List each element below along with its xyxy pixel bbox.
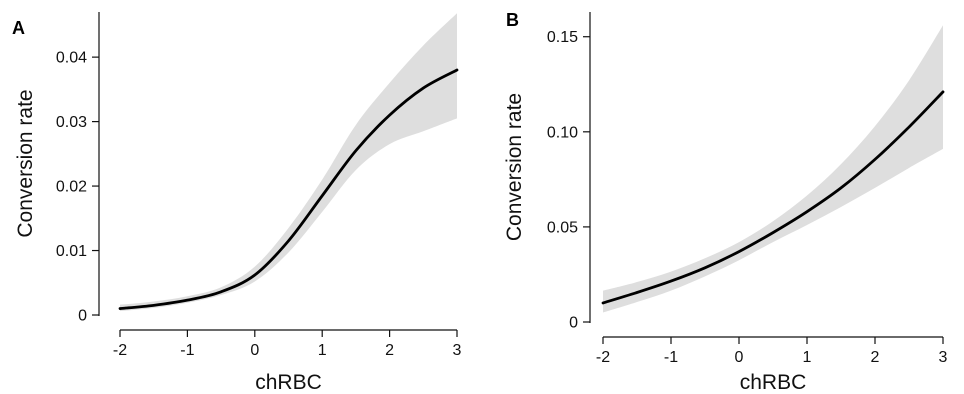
- y-tick-label: 0.02: [56, 179, 87, 196]
- panel-letter: A: [12, 18, 25, 38]
- x-tick-label: -2: [596, 349, 610, 366]
- x-tick-label: -2: [113, 342, 127, 359]
- y-tick-label: 0: [78, 308, 87, 325]
- panel-letter: B: [506, 10, 519, 30]
- x-tick-label: 3: [939, 349, 948, 366]
- panel-a: 0 0.01 0.02 0.03 0.04 -2 -1 0 1 2 3 chRBC Conversion…: [12, 12, 462, 394]
- y-tick-label: 0: [569, 315, 578, 332]
- x-tick-label: 2: [385, 342, 394, 359]
- x-tick-label: -1: [180, 342, 194, 359]
- y-tick-label: 0.05: [547, 219, 578, 236]
- x-tick-label: 0: [250, 342, 259, 359]
- x-tick-label: 1: [318, 342, 327, 359]
- y-axis-title: Conversion rate: [14, 89, 37, 237]
- y-tick-label: 0.01: [56, 243, 87, 260]
- y-axis-title: Conversion rate: [503, 93, 526, 241]
- y-tick-label: 0.04: [56, 50, 87, 67]
- y-tick-label: 0.15: [547, 29, 578, 46]
- fitted-line: [601, 90, 945, 305]
- y-tick-label: 0.03: [56, 114, 87, 131]
- confidence-band: [120, 13, 457, 312]
- x-axis-title: chRBC: [740, 371, 807, 394]
- x-tick-label: 2: [871, 349, 880, 366]
- x-tick-label: 3: [453, 342, 462, 359]
- y-tick-label: 0.10: [547, 124, 578, 141]
- panel-b: 0 0.05 0.10 0.15 -2 -1 0 1 2 3 chRBC Conversion rat…: [503, 10, 948, 394]
- confidence-band: [603, 25, 943, 313]
- x-tick-label: -1: [664, 349, 678, 366]
- x-axis-title: chRBC: [255, 371, 322, 394]
- fitted-line: [118, 68, 459, 310]
- x-tick-label: 1: [803, 349, 812, 366]
- x-tick-label: 0: [735, 349, 744, 366]
